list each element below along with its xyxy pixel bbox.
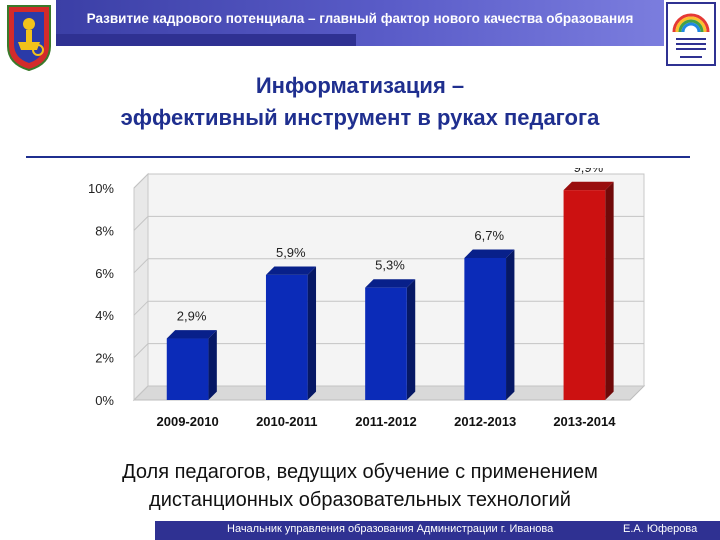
bar-side (208, 330, 217, 400)
x-tick-label: 2012-2013 (454, 414, 516, 429)
x-tick-label: 2011-2012 (355, 414, 416, 429)
bar-side (605, 181, 614, 400)
bar-top (265, 266, 317, 275)
page-title-line2: эффективный инструмент в руках педагога (120, 105, 600, 130)
footer-author-name: Е.А. Юферова (623, 523, 698, 535)
page-title: Информатизация – эффективный инструмент … (60, 70, 660, 134)
data-label: 5,9% (276, 245, 306, 260)
chart-caption-line1: Доля педагогов, ведущих обучение с приме… (122, 461, 598, 483)
gridline (133, 173, 644, 189)
data-label: 5,3% (375, 258, 405, 273)
y-tick-label: 0% (95, 393, 114, 408)
bar-top (563, 181, 614, 191)
y-tick-label: 6% (95, 266, 114, 281)
bar-2011-2012 (365, 287, 407, 400)
bar-2013-2014 (563, 190, 606, 400)
data-label: 9,9% (574, 168, 604, 175)
x-tick-label: 2013-2014 (553, 414, 616, 429)
city-coat-of-arms-icon (7, 5, 51, 72)
chart-side-wall (133, 172, 149, 402)
rainbow-logo-icon (666, 2, 716, 66)
bar-top (166, 330, 217, 339)
y-tick-label: 10% (88, 181, 114, 196)
bar-2012-2013 (464, 257, 507, 400)
bar-top (464, 249, 515, 258)
y-tick-label: 4% (95, 308, 114, 323)
data-label: 6,7% (474, 228, 504, 243)
data-label: 2,9% (177, 309, 207, 324)
bar-top (365, 279, 416, 288)
bar-chart: 0% 2% 4% 6% 8% 10% 2,9% 2009-2010 5,9% 2010-2011 5… (88, 168, 646, 429)
bar-2009-2010 (166, 338, 209, 400)
chart-caption-line2: дистанционных образовательных технологий (149, 489, 571, 511)
header-accent-stripe (56, 34, 356, 46)
y-tick-label: 8% (95, 223, 114, 238)
bar-side (406, 279, 416, 400)
gridline (133, 215, 644, 231)
header-title: Развитие кадрового потенциала – главный … (86, 11, 634, 26)
y-tick-label: 2% (95, 351, 114, 366)
footer-band (155, 521, 720, 540)
title-divider (26, 156, 690, 158)
bar-side (506, 249, 515, 400)
footer-author-position: Начальник управления образования Админис… (227, 523, 554, 535)
chart-caption: Доля педагогов, ведущих обучение с приме… (60, 458, 660, 514)
x-tick-label: 2009-2010 (157, 414, 219, 429)
page-title-line1: Информатизация – (255, 73, 465, 98)
bar-2010-2011 (265, 274, 308, 400)
bar-side (307, 266, 317, 400)
x-tick-label: 2010-2011 (256, 414, 317, 429)
